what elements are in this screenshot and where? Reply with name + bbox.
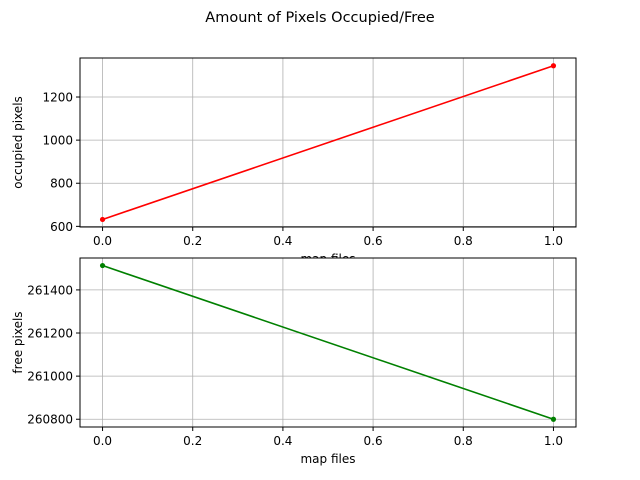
free-series-line-0 [102,264,554,420]
free-ytick-label-2: 261200 [27,327,73,341]
free-xtick-label-0: 0.0 [93,434,112,448]
occupied-data-point-0 [99,216,106,223]
occupied-data-point-1 [550,63,557,69]
free-xtick-label-3: 0.6 [364,434,383,448]
free-data-point-0 [99,262,106,269]
occupied-xtick-label-4: 0.8 [454,234,473,248]
occupied-axes-frame [79,57,577,228]
free-ytick-label-3: 261400 [27,283,73,297]
occupied-xtick-label-2: 0.4 [273,234,292,248]
occupied-xtick-label-1: 0.2 [183,234,202,248]
occupied-series-line-0 [102,65,554,221]
free-xtick-label-2: 0.4 [273,434,292,448]
occupied-xtick-label-0: 0.0 [93,234,112,248]
free-xaxis-label: map files [300,452,355,466]
occupied-xtick-label-3: 0.6 [364,234,383,248]
free-ytick-label-0: 260800 [27,413,73,427]
free-xtick-label-4: 0.8 [454,434,473,448]
free-ytick-label-1: 261000 [27,370,73,384]
occupied-xtick-label-5: 1.0 [544,234,563,248]
occupied-ytick-label-2: 1000 [42,134,73,148]
free-yaxis-label: free pixels [11,311,25,373]
free-data-point-1 [550,416,557,422]
free-xtick-label-1: 0.2 [183,434,202,448]
figure-title: Amount of Pixels Occupied/Free [205,10,435,26]
occupied-ytick-label-1: 800 [50,177,73,191]
occupied-ytick-label-0: 600 [50,220,73,234]
occupied-ytick-label-3: 1200 [42,91,73,105]
free-xtick-label-5: 1.0 [544,434,563,448]
free-pixels-chart: 0.0 0.2 0.4 0.6 0.8 1.0 260800 261000 261200 2614… [11,257,577,466]
occupied-yaxis-label: occupied pixels [11,96,25,189]
free-axes-frame [79,257,577,428]
